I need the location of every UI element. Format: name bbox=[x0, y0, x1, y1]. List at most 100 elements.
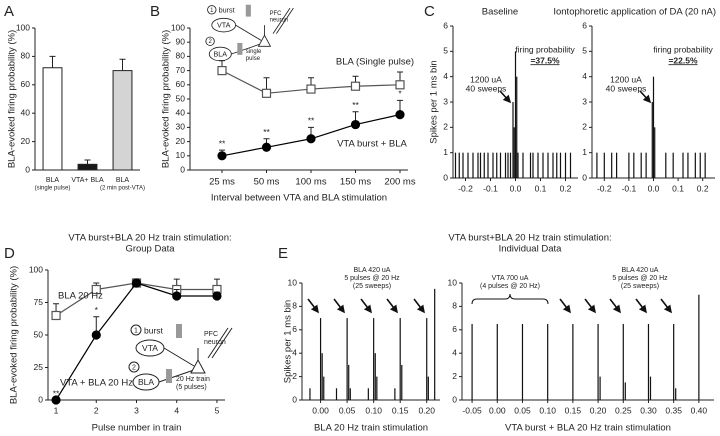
x-tick-label: -0.2 bbox=[597, 183, 612, 193]
spike-bar bbox=[699, 152, 701, 178]
x-tick-label: 5 bbox=[215, 405, 220, 415]
spike-bar bbox=[471, 323, 473, 400]
y-tick-label: 1 bbox=[582, 147, 587, 157]
annotation: 40 sweeps bbox=[606, 83, 647, 93]
annotation: =37.5% bbox=[530, 55, 560, 65]
spike-bar bbox=[483, 152, 485, 178]
x-tick-label: 200 ms bbox=[384, 177, 415, 188]
spike-bar bbox=[401, 364, 403, 400]
spike-bar bbox=[556, 152, 558, 178]
error-bar bbox=[49, 55, 56, 68]
spike-bar bbox=[516, 76, 518, 178]
spike-bar bbox=[514, 51, 517, 179]
marker bbox=[350, 119, 361, 130]
marker bbox=[91, 330, 101, 340]
significance: ** bbox=[53, 388, 60, 398]
x-tick-label: VTA+ BLA bbox=[71, 177, 104, 184]
electrode bbox=[272, 7, 291, 34]
y-tick-label: 20 bbox=[176, 136, 186, 146]
marker bbox=[51, 310, 61, 321]
annotation-arrow bbox=[499, 90, 512, 104]
significance: ** bbox=[308, 116, 315, 126]
x-tick-label: -0.2 bbox=[458, 183, 473, 193]
stim-label: (5 pulses) bbox=[176, 384, 207, 391]
spike-bar bbox=[335, 388, 338, 400]
y-tick-label: 1 bbox=[443, 147, 448, 157]
y-tick-label: 20 bbox=[21, 136, 31, 146]
error-bar bbox=[119, 58, 126, 71]
y-tick-label: 6 bbox=[452, 324, 457, 334]
spike-bar bbox=[373, 318, 375, 400]
annotation-arrow bbox=[559, 298, 571, 314]
step-circle bbox=[207, 5, 217, 15]
x-axis-label: BLA 20 Hz train stimulation bbox=[314, 423, 428, 434]
x-tick-label: 4 bbox=[174, 405, 179, 415]
annotation: 1200 uA bbox=[610, 74, 642, 84]
y-axis-label: BLA-evoked firing probability (%) bbox=[7, 30, 18, 168]
spike-bar bbox=[394, 388, 396, 400]
x-axis-label: Pulse number in train bbox=[92, 423, 182, 434]
spike-bar bbox=[467, 152, 469, 178]
stim-block bbox=[176, 324, 182, 338]
y-tick-label: 8 bbox=[452, 301, 457, 311]
significance: * bbox=[95, 305, 99, 315]
annotation-arrow bbox=[660, 298, 672, 314]
spike-bar bbox=[479, 152, 482, 178]
y-tick-label: 100 bbox=[29, 264, 43, 274]
spike-bar bbox=[649, 376, 652, 400]
series-label: BLA (Single pulse) bbox=[336, 57, 414, 68]
spike-bar bbox=[599, 376, 601, 400]
significance: ** bbox=[263, 127, 270, 137]
spike-bar bbox=[399, 318, 401, 400]
y-tick-label: 50 bbox=[176, 93, 186, 103]
spike-bar bbox=[477, 152, 479, 178]
spike-bar bbox=[672, 152, 674, 178]
spike-bar bbox=[687, 152, 689, 178]
spike-bar bbox=[647, 323, 650, 400]
spike-bar bbox=[509, 152, 512, 178]
spike-bar bbox=[682, 152, 684, 178]
spike-bar bbox=[572, 323, 574, 400]
x-tick-label: 50 ms bbox=[254, 177, 280, 188]
significance: ** bbox=[219, 138, 226, 148]
spike-bar bbox=[542, 152, 544, 178]
step-label: 2 bbox=[132, 364, 136, 371]
marker bbox=[212, 291, 222, 301]
x-tick-label: 0.00 bbox=[312, 405, 329, 415]
stim-label: single bbox=[246, 49, 262, 55]
spike-bar bbox=[487, 152, 489, 178]
y-tick-label: 3 bbox=[582, 96, 587, 106]
region-label: VTA bbox=[217, 20, 231, 29]
annotation: BLA 420 uA bbox=[622, 267, 659, 274]
annotation: 5 pulses @ 20 Hz bbox=[344, 275, 400, 282]
y-tick-label: 75 bbox=[34, 297, 44, 307]
y-tick-label: 2 bbox=[582, 122, 587, 132]
annotation: firing probability bbox=[515, 44, 575, 54]
y-axis-label: BLA-evoked firing probability (%) bbox=[161, 30, 172, 168]
y-tick-label: 70 bbox=[176, 65, 186, 75]
y-tick-label: 4 bbox=[292, 347, 297, 357]
spike-bar bbox=[559, 152, 562, 178]
chart-title: VTA burst+BLA 20 Hz train stimulation: bbox=[68, 233, 231, 244]
marker bbox=[261, 142, 272, 152]
chart-subtitle: Group Data bbox=[125, 244, 175, 255]
y-tick-label: 0 bbox=[582, 172, 587, 182]
error-bar bbox=[84, 159, 91, 165]
spike-bar bbox=[611, 152, 613, 178]
bar bbox=[77, 163, 98, 171]
region bbox=[135, 339, 165, 357]
y-tick-label: 50 bbox=[34, 329, 44, 339]
spike-bar bbox=[547, 152, 549, 178]
x-tick-label: 150 ms bbox=[340, 177, 371, 188]
y-tick-label: 0 bbox=[25, 164, 30, 174]
x-tick-label: 0.20 bbox=[418, 405, 435, 415]
spike-bar bbox=[532, 152, 534, 178]
y-tick-label: 40 bbox=[176, 107, 186, 117]
stim-block bbox=[237, 42, 243, 55]
x-tick-label: 0.2 bbox=[697, 183, 709, 193]
spike-bar bbox=[537, 152, 539, 178]
y-tick-label: 100 bbox=[171, 22, 185, 32]
x-tick-label: 100 ms bbox=[295, 177, 326, 188]
